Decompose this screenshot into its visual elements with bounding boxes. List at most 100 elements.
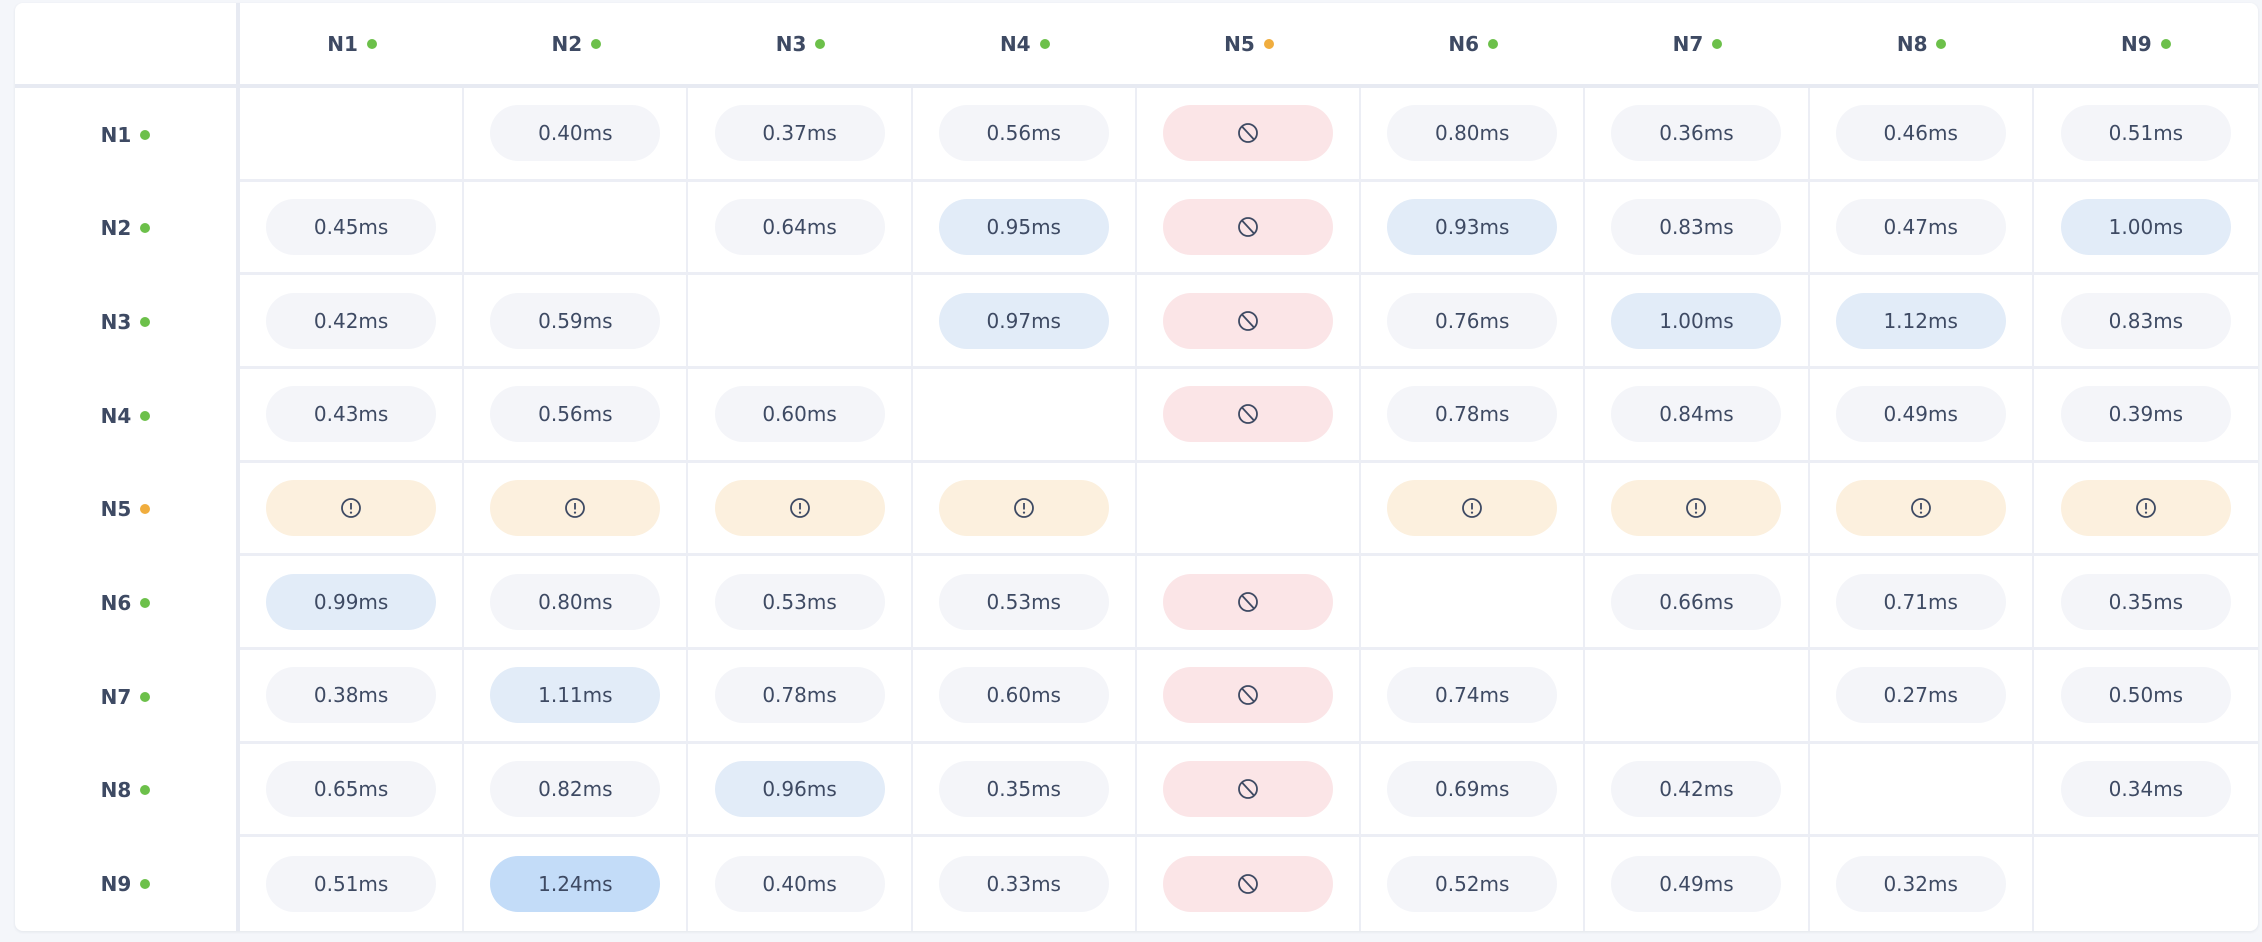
latency-badge[interactable]: 0.83ms: [2060, 292, 2231, 349]
latency-badge[interactable]: 0.99ms: [266, 573, 437, 630]
latency-badge[interactable]: 0.97ms: [938, 292, 1109, 349]
matrix-cell: 1.24ms: [464, 837, 689, 931]
latency-badge[interactable]: 0.49ms: [1611, 856, 1782, 913]
column-header-label: N6: [1448, 31, 1480, 56]
latency-badge[interactable]: 0.56ms: [490, 386, 661, 443]
warning-badge[interactable]: [938, 479, 1109, 536]
row-header-n8: N8: [15, 743, 240, 838]
blocked-badge[interactable]: [1162, 198, 1333, 255]
column-header-n3: N3: [688, 3, 913, 88]
row-header-n6: N6: [15, 556, 240, 650]
latency-badge[interactable]: 0.80ms: [1387, 105, 1558, 162]
latency-badge[interactable]: 0.56ms: [938, 105, 1109, 162]
latency-badge[interactable]: 0.60ms: [938, 667, 1109, 724]
warning-badge[interactable]: [1387, 479, 1558, 536]
latency-badge[interactable]: 0.35ms: [2060, 573, 2231, 630]
latency-badge[interactable]: 0.53ms: [938, 573, 1109, 630]
blocked-circle-slash-icon: [1236, 872, 1260, 896]
status-dot-icon: [815, 38, 826, 49]
latency-badge[interactable]: 0.96ms: [714, 760, 885, 817]
latency-badge[interactable]: 0.74ms: [1387, 667, 1558, 724]
warning-badge[interactable]: [490, 479, 661, 536]
matrix-cell: [688, 462, 913, 557]
latency-badge[interactable]: 0.59ms: [490, 292, 661, 349]
latency-badge[interactable]: 0.69ms: [1387, 760, 1558, 817]
latency-badge[interactable]: 0.82ms: [490, 760, 661, 817]
blocked-badge[interactable]: [1162, 856, 1333, 913]
blocked-badge[interactable]: [1162, 667, 1333, 724]
latency-badge[interactable]: 0.64ms: [714, 198, 885, 255]
warning-exclamation-circle-icon: [1012, 496, 1036, 520]
matrix-cell: 0.76ms: [1361, 275, 1586, 369]
latency-badge[interactable]: 0.45ms: [266, 198, 437, 255]
matrix-cell: 0.42ms: [1585, 743, 1810, 838]
latency-badge[interactable]: 0.36ms: [1611, 105, 1782, 162]
matrix-cell: [1809, 462, 2034, 557]
latency-badge[interactable]: 0.65ms: [266, 760, 437, 817]
blocked-circle-slash-icon: [1236, 215, 1260, 239]
latency-badge[interactable]: 0.51ms: [266, 856, 437, 913]
matrix-cell: 0.83ms: [2033, 275, 2258, 369]
latency-badge[interactable]: 1.00ms: [2060, 198, 2231, 255]
latency-badge[interactable]: 0.42ms: [1611, 760, 1782, 817]
row-header-n7: N7: [15, 649, 240, 744]
latency-badge[interactable]: 1.24ms: [490, 856, 661, 913]
latency-badge[interactable]: 0.43ms: [266, 386, 437, 443]
latency-badge[interactable]: 0.95ms: [938, 198, 1109, 255]
latency-badge[interactable]: 0.34ms: [2060, 760, 2231, 817]
latency-badge[interactable]: 0.47ms: [1835, 198, 2006, 255]
matrix-cell: 0.82ms: [464, 743, 689, 838]
latency-badge[interactable]: 0.53ms: [714, 573, 885, 630]
warning-badge[interactable]: [1611, 479, 1782, 536]
latency-badge[interactable]: 0.35ms: [938, 760, 1109, 817]
latency-badge[interactable]: 1.12ms: [1835, 292, 2006, 349]
latency-badge[interactable]: 0.78ms: [714, 667, 885, 724]
blocked-badge[interactable]: [1162, 386, 1333, 443]
blocked-circle-slash-icon: [1236, 402, 1260, 426]
latency-badge[interactable]: 0.27ms: [1835, 667, 2006, 724]
latency-badge[interactable]: 0.80ms: [490, 573, 661, 630]
blocked-badge[interactable]: [1162, 760, 1333, 817]
warning-badge[interactable]: [1835, 479, 2006, 536]
status-dot-icon: [140, 598, 151, 609]
matrix-cell: [1136, 368, 1362, 463]
column-header-n4: N4: [912, 3, 1137, 88]
matrix-cell: 0.59ms: [464, 275, 689, 369]
latency-badge[interactable]: 0.71ms: [1835, 573, 2006, 630]
blocked-circle-slash-icon: [1236, 683, 1260, 707]
warning-badge[interactable]: [266, 479, 437, 536]
row-header-n3: N3: [15, 275, 240, 369]
latency-badge[interactable]: 0.38ms: [266, 667, 437, 724]
latency-badge[interactable]: 0.49ms: [1835, 386, 2006, 443]
latency-badge[interactable]: 0.51ms: [2060, 105, 2231, 162]
blocked-badge[interactable]: [1162, 573, 1333, 630]
blocked-circle-slash-icon: [1236, 777, 1260, 801]
column-header-label: N9: [2121, 31, 2152, 56]
warning-badge[interactable]: [2060, 479, 2231, 536]
blocked-badge[interactable]: [1162, 292, 1333, 349]
latency-badge[interactable]: 0.93ms: [1387, 198, 1558, 255]
latency-badge[interactable]: 0.40ms: [490, 105, 661, 162]
blocked-badge[interactable]: [1162, 105, 1333, 162]
latency-badge[interactable]: 0.37ms: [714, 105, 885, 162]
latency-badge[interactable]: 0.83ms: [1611, 198, 1782, 255]
latency-badge[interactable]: 0.76ms: [1387, 292, 1558, 349]
column-header-n1: N1: [240, 3, 465, 88]
latency-badge[interactable]: 0.66ms: [1611, 573, 1782, 630]
status-dot-icon: [1712, 38, 1723, 49]
latency-badge[interactable]: 1.00ms: [1611, 292, 1782, 349]
warning-badge[interactable]: [714, 479, 885, 536]
latency-badge[interactable]: 0.32ms: [1835, 856, 2006, 913]
latency-badge[interactable]: 0.78ms: [1387, 386, 1558, 443]
latency-badge[interactable]: 0.42ms: [266, 292, 437, 349]
latency-badge[interactable]: 0.46ms: [1835, 105, 2006, 162]
latency-badge[interactable]: 0.33ms: [938, 856, 1109, 913]
latency-badge[interactable]: 0.84ms: [1611, 386, 1782, 443]
latency-badge[interactable]: 0.40ms: [714, 856, 885, 913]
latency-badge[interactable]: 0.39ms: [2060, 386, 2231, 443]
latency-badge[interactable]: 0.52ms: [1387, 856, 1558, 913]
latency-badge[interactable]: 1.11ms: [490, 667, 661, 724]
matrix-cell: 0.60ms: [688, 368, 913, 463]
latency-badge[interactable]: 0.50ms: [2060, 667, 2231, 724]
latency-badge[interactable]: 0.60ms: [714, 386, 885, 443]
